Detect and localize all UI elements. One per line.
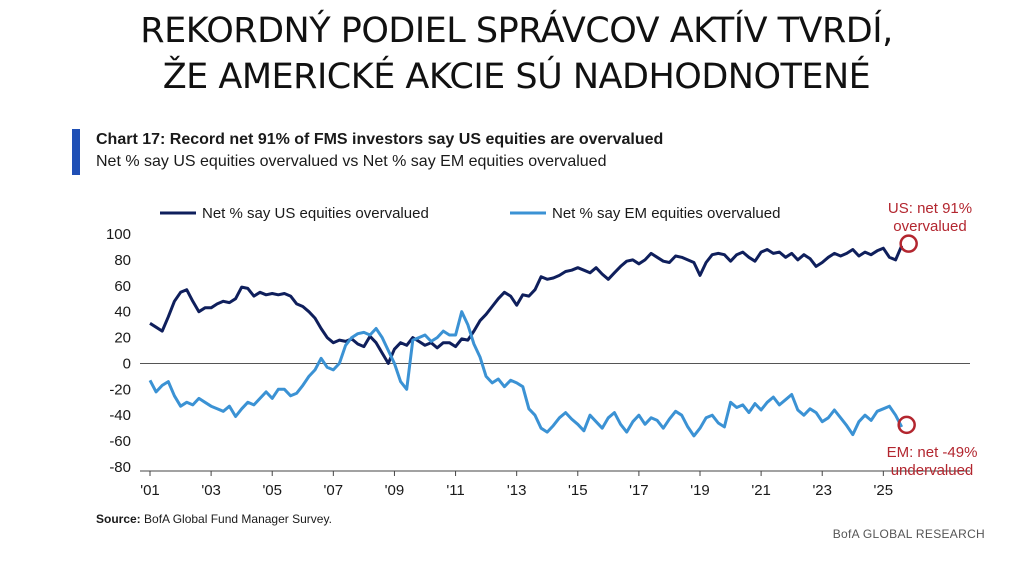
x-tick-label: '23: [812, 482, 832, 499]
us-annotation-line-1: US: net 91%: [888, 200, 972, 217]
chart-subtitle: Net % say US equities overvalued vs Net …: [96, 153, 607, 170]
x-tick-label: '15: [568, 482, 588, 499]
x-tick-label: '13: [507, 482, 527, 499]
brand-footer: BofA GLOBAL RESEARCH: [832, 527, 985, 541]
x-tick-label: '25: [874, 482, 894, 499]
x-tick-label: '03: [201, 482, 221, 499]
source-label: Source:: [96, 512, 141, 526]
us-highlight-circle: [899, 234, 918, 253]
source-note: Source: BofA Global Fund Manager Survey.: [96, 512, 332, 526]
x-tick-label: '01: [140, 482, 160, 499]
em-series-line: [148, 310, 904, 438]
x-tick-label: '21: [751, 482, 771, 499]
source-text: BofA Global Fund Manager Survey.: [140, 512, 332, 526]
em-highlight-circle: [897, 415, 916, 435]
y-tick-label: 40: [114, 304, 131, 321]
y-tick-label: 0: [123, 355, 131, 372]
title-accent-bar: [72, 129, 80, 175]
y-tick-label: 60: [114, 278, 131, 295]
x-tick-label: '05: [262, 482, 282, 499]
x-tick-label: '07: [324, 482, 344, 499]
x-tick-label: '11: [446, 482, 464, 499]
x-tick-label: '09: [385, 482, 405, 499]
chart-title: Chart 17: Record net 91% of FMS investor…: [96, 131, 664, 148]
us-series-line: [149, 245, 904, 365]
legend-entry: Net % say US equities overvalued: [202, 205, 429, 222]
headline-line-1: REKORDNÝ PODIEL SPRÁVCOV AKTÍV TVRDÍ,: [140, 11, 893, 51]
y-tick-label: -60: [109, 433, 131, 450]
y-tick-label: -80: [109, 459, 131, 476]
y-tick-label: 20: [114, 330, 131, 347]
headline: REKORDNÝ PODIEL SPRÁVCOV AKTÍV TVRDÍ, ŽE…: [0, 8, 1033, 100]
y-tick-label: -20: [109, 381, 131, 398]
y-tick-label: -40: [109, 407, 131, 424]
y-tick-label: 100: [106, 226, 131, 243]
y-tick-label: 80: [114, 252, 131, 269]
us-annotation-line-2: overvalued: [893, 218, 966, 235]
legend-entry: Net % say EM equities overvalued: [552, 205, 780, 222]
headline-line-2: ŽE AMERICKÉ AKCIE SÚ NADHODNOTENÉ: [162, 57, 871, 97]
x-tick-label: '19: [690, 482, 710, 499]
em-annotation-line-2: undervalued: [891, 462, 974, 479]
x-tick-label: '17: [629, 482, 649, 499]
em-annotation-line-1: EM: net -49%: [887, 444, 978, 461]
